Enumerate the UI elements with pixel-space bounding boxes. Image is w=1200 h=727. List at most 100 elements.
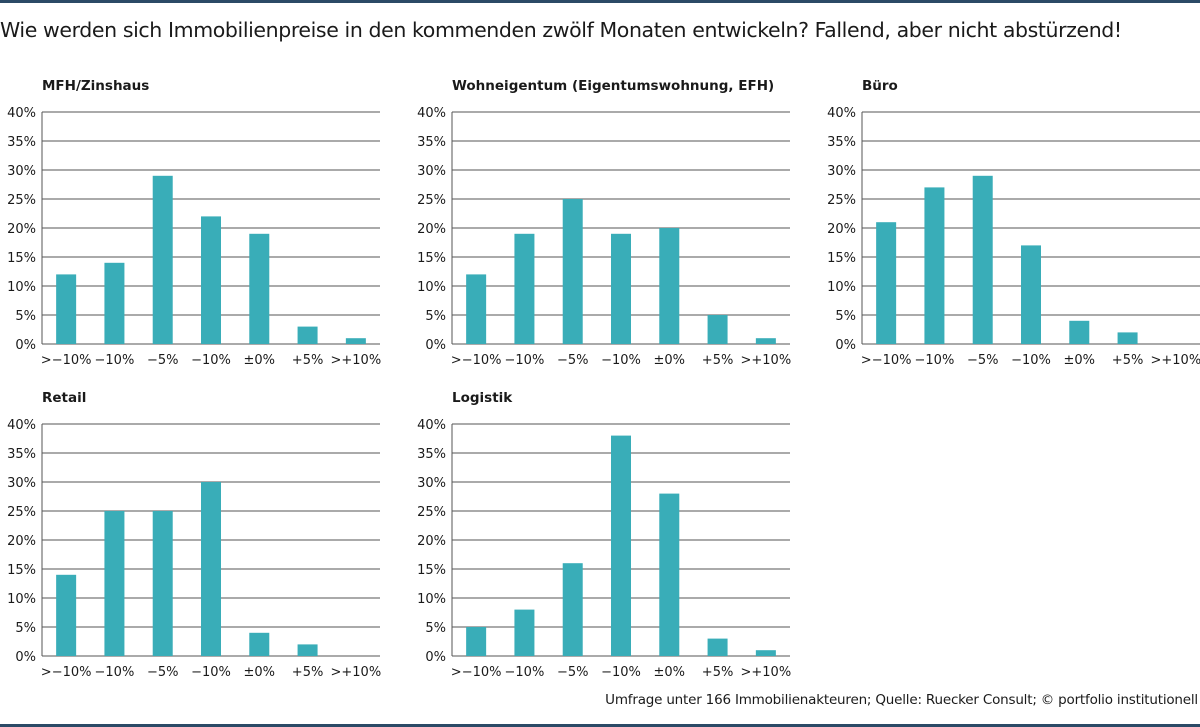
bar-chart: 0%5%10%15%20%25%30%35%40%>−10% −10% −5% −10… [7,418,382,680]
y-tick-label: 25% [417,505,446,520]
x-tick-label: +5% [292,353,324,368]
bar [104,511,125,656]
chart-title: Retail [42,390,87,406]
chart-title: Logistik [452,390,513,406]
chart-panel-buero: Büro 0% 5% 10% 15% 20% 25% 30% 35% 40% >−10% −10% −… [820,78,1200,378]
x-tick-label: −5% [147,353,179,368]
y-tick-label: 20% [417,534,446,549]
bar [466,274,487,344]
bar-chart: 0%5%10%15%20%25%30%35%40%>−10% −10% −5% −10… [417,106,792,368]
y-tick-label: 35% [827,135,856,150]
x-tick-label: −10% [95,665,135,680]
y-tick-label: 10% [7,280,36,295]
source-note: Umfrage unter 166 Immobilienakteuren; Qu… [605,692,1198,708]
y-tick-label: 40% [827,106,856,121]
y-tick-label: 0% [425,338,446,353]
y-tick-label: 20% [417,222,446,237]
bar [56,574,77,656]
x-tick-label: −10% [915,353,955,368]
x-tick-label: −10% [601,353,641,368]
chart-title: Wohneigentum (Eigentumswohnung, EFH) [452,78,775,94]
bar [466,627,487,656]
chart-panel-logistik: Logistik 0% 5% 10% 15% 20% 25% 30% 35% 40% >−10% −… [410,390,810,690]
x-tick-label: −10% [95,353,135,368]
y-tick-label: 5% [425,621,446,636]
y-tick-label: 15% [417,251,446,266]
y-tick-label: 30% [7,164,36,179]
bar [249,632,270,656]
bar [201,216,221,344]
bar [152,175,173,344]
bar [345,338,366,344]
y-tick-label: 30% [417,164,446,179]
bar [249,233,270,344]
chart-title: MFH/Zinshaus [42,78,150,94]
bar [297,644,318,656]
x-tick-label: −10% [505,353,545,368]
bar [104,262,125,344]
bar [659,493,680,656]
x-tick-label: ±0% [244,353,276,368]
bar [972,175,993,344]
bar [1069,320,1090,344]
y-tick-label: 25% [827,193,856,208]
x-tick-label: >+10% [1151,353,1200,368]
y-tick-label: 40% [7,418,36,433]
x-tick-label: −10% [505,665,545,680]
chart-panel-wohneigentum: Wohneigentum (Eigentumswohnung, EFH) 0% 5… [410,78,810,378]
y-tick-label: 40% [417,418,446,433]
y-tick-label: 30% [827,164,856,179]
y-tick-label: 10% [827,280,856,295]
y-tick-label: 15% [417,563,446,578]
y-tick-label: 25% [7,505,36,520]
bar [562,563,583,656]
y-tick-label: 35% [7,135,36,150]
bar [707,638,728,656]
y-tick-label: 5% [15,621,36,636]
bar [201,482,221,656]
x-tick-label: ±0% [654,353,686,368]
y-tick-label: 25% [7,193,36,208]
x-tick-label: >−10% [451,353,502,368]
y-tick-label: 0% [425,650,446,665]
bar [876,222,897,344]
x-tick-label: >−10% [451,665,502,680]
y-tick-label: 40% [7,106,36,121]
page-title: Wie werden sich Immobilienpreise in den … [0,18,1122,42]
x-tick-label: −5% [557,353,589,368]
bar [297,326,318,344]
x-tick-label: +5% [702,353,734,368]
x-tick-label: +5% [292,665,324,680]
x-tick-label: −10% [191,665,231,680]
x-tick-label: >+10% [741,353,792,368]
y-tick-label: 5% [835,309,856,324]
x-tick-label: −5% [967,353,999,368]
x-tick-label: −10% [1011,353,1051,368]
y-tick-label: 35% [417,447,446,462]
chart-panel-retail: Retail 0% 5% 10% 15% 20% 25% 30% 35% 40% >−10% −10… [0,390,400,690]
bar [707,315,728,344]
y-tick-label: 20% [7,534,36,549]
y-tick-label: 25% [417,193,446,208]
bottom-rule [0,724,1200,727]
chart-panel-mfh: MFH/Zinshaus 0% 5% 10% 15% 20% 25% 30% 35% 40% >−… [0,78,400,378]
bar [514,233,535,344]
y-tick-label: 5% [425,309,446,324]
bar [1117,332,1138,344]
bar [514,609,535,656]
bar [755,338,776,344]
bar [562,199,583,344]
bar-chart: 0%5%10%15%20%25%30%35%40%>−10% −10% −5% −10… [827,106,1200,368]
y-tick-label: 10% [417,592,446,607]
x-tick-label: >+10% [331,665,382,680]
x-tick-label: −10% [191,353,231,368]
x-tick-label: ±0% [244,665,276,680]
x-tick-label: ±0% [1064,353,1096,368]
x-tick-label: +5% [1112,353,1144,368]
y-tick-label: 5% [15,309,36,324]
y-tick-label: 0% [835,338,856,353]
y-tick-label: 35% [417,135,446,150]
x-tick-label: −10% [601,665,641,680]
x-tick-label: +5% [702,665,734,680]
x-tick-label: ±0% [654,665,686,680]
